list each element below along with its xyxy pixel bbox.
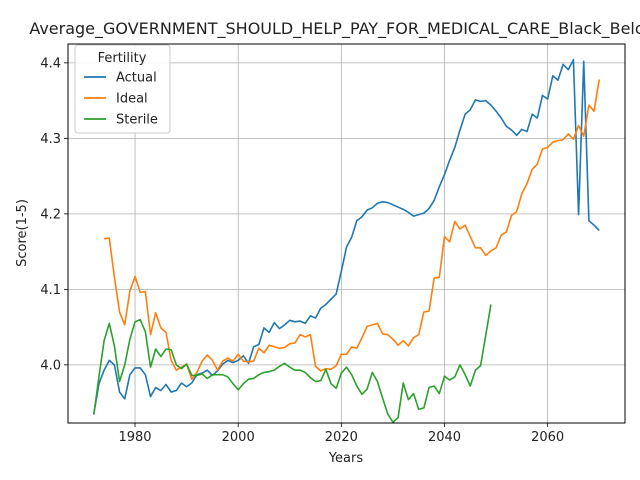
legend-label-ideal: Ideal — [116, 92, 148, 107]
x-tick-label: 2060 — [531, 430, 564, 445]
series-line-sterile — [92, 304, 492, 424]
legend-title: Fertility — [98, 51, 147, 66]
x-tick-label: 2040 — [428, 430, 461, 445]
y-tick-label: 4.1 — [40, 283, 61, 298]
grid-lines — [68, 44, 625, 423]
y-tick-label: 4.0 — [40, 358, 61, 373]
legend-box — [74, 44, 171, 134]
plot-frame — [67, 43, 626, 424]
legend-items: Actual Ideal Sterile — [84, 71, 158, 128]
series-layer — [92, 59, 600, 424]
legend-label-sterile: Sterile — [116, 113, 158, 128]
y-tick-label: 4.4 — [40, 56, 61, 71]
chart-title: Average_GOVERNMENT_SHOULD_HELP_PAY_FOR_M… — [29, 19, 640, 39]
x-tick-label: 2020 — [325, 430, 358, 445]
legend: Fertility Actual Ideal Sterile — [74, 44, 171, 134]
x-tick-label: 1980 — [118, 430, 151, 445]
x-axis-ticks: 1980 2000 2020 2040 2060 — [118, 423, 564, 445]
legend-label-actual: Actual — [116, 71, 157, 86]
x-tick-label: 2000 — [222, 430, 255, 445]
y-axis-ticks: 4.0 4.1 4.2 4.3 4.4 — [40, 56, 68, 373]
y-tick-label: 4.3 — [40, 132, 61, 147]
x-axis-label: Years — [328, 451, 364, 466]
y-tick-label: 4.2 — [40, 207, 61, 222]
series-line-actual — [93, 59, 600, 415]
y-axis-label: Score(1-5) — [15, 199, 30, 267]
